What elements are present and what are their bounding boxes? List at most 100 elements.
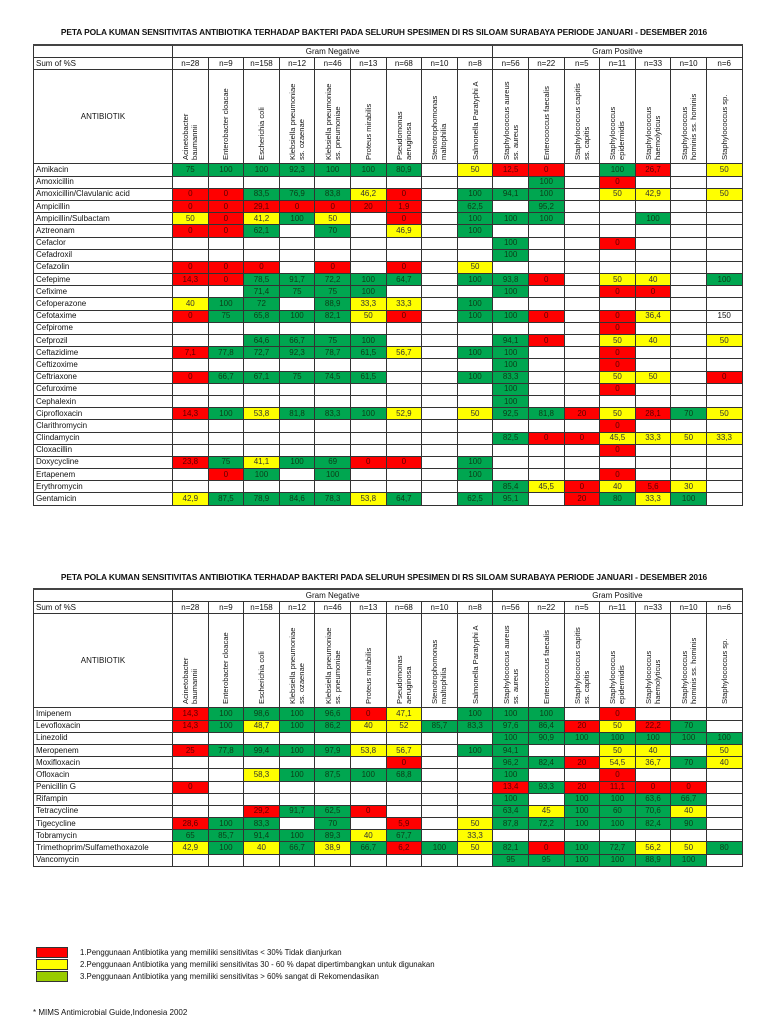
sensitivity-cell (670, 309, 707, 323)
sensitivity-cell (349, 468, 387, 482)
sample-count: n=6 (705, 601, 743, 615)
organism-header: Enterobacter cloacae (207, 613, 245, 709)
antibiotic-name: Cloxacillin (33, 443, 173, 457)
sensitivity-cell: 40 (705, 756, 743, 770)
sensitivity-cell (705, 175, 743, 189)
organism-name-line: aeruginosa (403, 122, 413, 161)
organism-name-line: ss. ozaenae (297, 663, 307, 705)
sensitivity-cell (385, 431, 423, 445)
sensitivity-cell (563, 285, 601, 299)
legend: 1.Penggunaan Antibiotika yang memiliki s… (36, 947, 435, 983)
sensitivity-cell: 87,5 (207, 492, 245, 506)
sensitivity-cell: 100 (207, 817, 245, 831)
sensitivity-cell: 100 (634, 212, 672, 226)
organism-name-line: maltophilia (439, 668, 449, 705)
organism-header: Staphylococcus hominis ss. hominis (670, 69, 707, 165)
sensitivity-cell (172, 804, 209, 819)
sensitivity-cell (385, 731, 423, 745)
sensitivity-table-2: Gram Negative Gram Positive Sum of %S n=28 n… (33, 588, 743, 867)
sensitivity-cell (385, 175, 423, 189)
sensitivity-cell (421, 492, 458, 506)
organism-header: Enterobacter cloacae (207, 69, 245, 165)
sensitivity-cell (314, 853, 351, 867)
sensitivity-cell: 66,7 (278, 841, 316, 855)
sample-count: n=158 (243, 57, 280, 71)
sensitivity-cell: 94,1 (492, 333, 529, 348)
sensitivity-cell: 14,3 (172, 273, 209, 287)
sample-count: n=56 (492, 601, 529, 615)
sensitivity-cell: 64,6 (243, 333, 280, 348)
antibiotic-name: Clarithromycin (33, 419, 173, 433)
sensitivity-cell: 62,5 (314, 804, 351, 819)
sensitivity-cell (527, 297, 565, 311)
sensitivity-cell: 68,8 (385, 768, 423, 782)
sensitivity-cell (456, 780, 494, 794)
sensitivity-cell: 22,2 (634, 719, 672, 733)
sensitivity-cell (421, 419, 458, 433)
sensitivity-cell: 75 (278, 370, 316, 384)
sample-count: n=28 (172, 601, 209, 615)
organism-name-line: ss. aureus (510, 125, 520, 161)
organism-name-line: Klebsiella pneumoniae (323, 627, 333, 705)
sensitivity-cell (456, 321, 494, 336)
sensitivity-cell (172, 468, 209, 482)
sample-count: n=12 (278, 57, 316, 71)
sensitivity-cell: 0 (278, 199, 316, 214)
organism-name-line: Acinetobacter (181, 113, 191, 161)
organism-name-line: haemolyticus (653, 660, 663, 705)
sensitivity-cell (172, 358, 209, 372)
sensitivity-cell: 0 (563, 431, 601, 445)
sensitivity-cell: 72,2 (527, 817, 565, 831)
sensitivity-cell (243, 236, 280, 250)
sensitivity-cell: 100 (456, 297, 494, 311)
sensitivity-cell (207, 333, 245, 348)
sensitivity-cell: 100 (492, 394, 529, 409)
sensitivity-cell: 83,8 (314, 187, 351, 201)
table-row: Imipenem 14,3 100 98,6 100 96,6 0 47,1 100 100 100… (33, 707, 743, 721)
table-row: Cefaclor 100 0 (33, 236, 743, 250)
sensitivity-cell (243, 175, 280, 189)
sensitivity-cell: 88,9 (314, 297, 351, 311)
sensitivity-cell: 82,4 (634, 817, 672, 831)
sensitivity-cell: 45 (527, 804, 565, 819)
sensitivity-cell (705, 792, 743, 806)
sensitivity-cell: 100 (492, 707, 529, 721)
sensitivity-cell: 100 (278, 309, 316, 323)
sensitivity-cell: 100 (278, 212, 316, 226)
sensitivity-cell: 100 (563, 792, 601, 806)
antibiotic-name: Tetracycline (33, 804, 173, 819)
sensitivity-cell: 13,4 (492, 780, 529, 794)
sensitivity-cell (314, 431, 351, 445)
sensitivity-cell (207, 394, 245, 409)
organism-header: Staphylococcus capitis ss. capitis (563, 613, 601, 709)
sensitivity-cell: 54,5 (599, 756, 636, 770)
sensitivity-cell (349, 175, 387, 189)
sensitivity-cell: 0 (599, 443, 636, 457)
sensitivity-cell (349, 321, 387, 336)
antibiotic-name: Cefpirome (33, 321, 173, 336)
sensitivity-cell (599, 394, 636, 409)
table-row: Cephalexin 100 (33, 394, 743, 409)
table-row: Amoxicillin 100 0 (33, 175, 743, 189)
sensitivity-cell: 23,8 (172, 455, 209, 470)
organism-header: Enterococcus faecalis (527, 69, 565, 165)
sensitivity-cell: 14,3 (172, 407, 209, 421)
sensitivity-cell (314, 756, 351, 770)
sensitivity-cell: 91,7 (278, 804, 316, 819)
sensitivity-cell: 75 (278, 285, 316, 299)
sensitivity-cell: 30 (670, 480, 707, 494)
sensitivity-cell: 0 (563, 480, 601, 494)
sensitivity-cell (492, 419, 529, 433)
sample-count: n=8 (456, 601, 494, 615)
sensitivity-cell: 100 (207, 407, 245, 421)
table-row: Erythromycin 85,4 45,5 0 40 5,6 30 (33, 480, 743, 494)
sample-count: n=13 (349, 601, 387, 615)
sensitivity-cell (563, 829, 601, 843)
sample-count: n=12 (278, 601, 316, 615)
table-row: Ceftriaxone 0 66,7 67,1 75 74,5 61,5 100 83,3 50 5… (33, 370, 743, 384)
sensitivity-cell: 0 (599, 382, 636, 396)
sensitivity-cell (314, 443, 351, 457)
table-row: Aztreonam 0 0 62,1 70 46,9 100 (33, 224, 743, 238)
sensitivity-cell (705, 707, 743, 721)
sensitivity-cell: 100 (207, 719, 245, 733)
